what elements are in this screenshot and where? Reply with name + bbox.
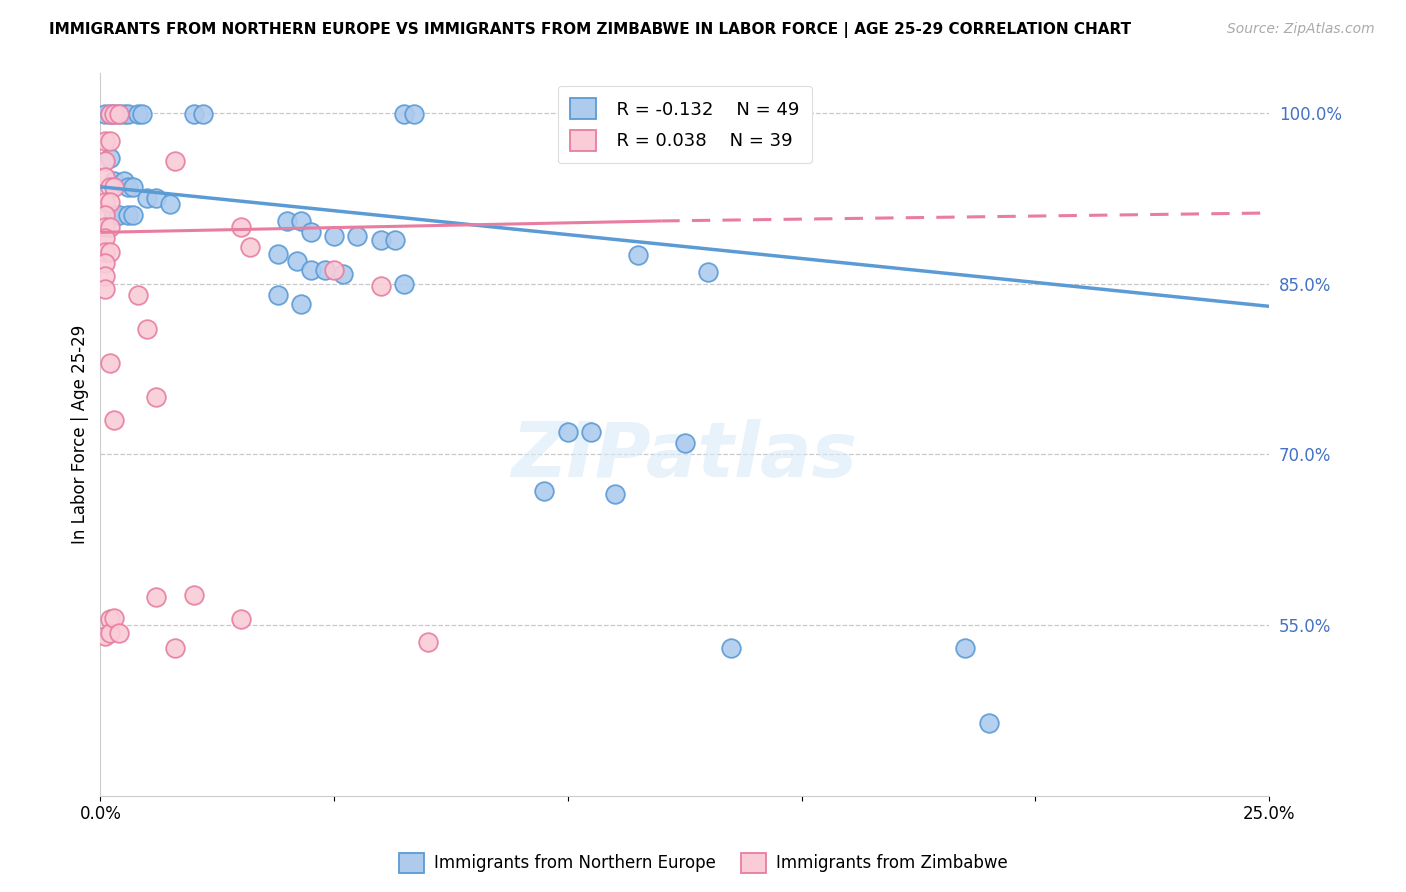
Point — [136, 191, 159, 205]
Point — [332, 268, 354, 282]
Point — [131, 107, 153, 121]
Point — [98, 107, 121, 121]
Point — [98, 244, 121, 259]
Point — [94, 194, 117, 209]
Point — [627, 248, 650, 262]
Point — [98, 134, 121, 148]
Legend:   R = -0.132    N = 49,   R = 0.038    N = 39: R = -0.132 N = 49, R = 0.038 N = 39 — [558, 86, 811, 163]
Point — [159, 197, 181, 211]
Point — [108, 208, 131, 222]
Point — [314, 263, 336, 277]
Point — [94, 219, 117, 234]
Point — [323, 228, 346, 243]
Point — [112, 174, 135, 188]
Point — [533, 483, 555, 498]
Point — [384, 233, 406, 247]
Point — [103, 208, 125, 222]
Point — [720, 640, 742, 655]
Point — [117, 179, 139, 194]
Point — [94, 208, 117, 222]
Point — [94, 282, 117, 296]
Point — [402, 107, 425, 121]
Point — [370, 278, 392, 293]
Point — [127, 288, 149, 302]
Point — [145, 191, 167, 205]
Point — [229, 219, 252, 234]
Point — [145, 590, 167, 604]
Point — [103, 179, 125, 194]
Point — [953, 640, 976, 655]
Point — [267, 288, 290, 302]
Point — [94, 107, 117, 121]
Text: IMMIGRANTS FROM NORTHERN EUROPE VS IMMIGRANTS FROM ZIMBABWE IN LABOR FORCE | AGE: IMMIGRANTS FROM NORTHERN EUROPE VS IMMIG… — [49, 22, 1132, 38]
Point — [94, 256, 117, 270]
Point — [557, 425, 579, 439]
Point — [117, 107, 139, 121]
Point — [98, 107, 121, 121]
Point — [98, 152, 121, 166]
Point — [579, 425, 602, 439]
Point — [103, 174, 125, 188]
Point — [94, 169, 117, 184]
Point — [136, 322, 159, 336]
Point — [98, 219, 121, 234]
Point — [94, 231, 117, 245]
Point — [299, 263, 322, 277]
Point — [673, 436, 696, 450]
Point — [103, 107, 125, 121]
Point — [94, 153, 117, 168]
Point — [94, 629, 117, 643]
Point — [122, 208, 145, 222]
Point — [98, 179, 121, 194]
Point — [370, 233, 392, 247]
Point — [416, 635, 439, 649]
Point — [183, 589, 205, 603]
Point — [94, 268, 117, 283]
Point — [98, 356, 121, 370]
Y-axis label: In Labor Force | Age 25-29: In Labor Force | Age 25-29 — [72, 325, 89, 544]
Point — [94, 244, 117, 259]
Point — [127, 107, 149, 121]
Legend: Immigrants from Northern Europe, Immigrants from Zimbabwe: Immigrants from Northern Europe, Immigra… — [392, 847, 1014, 880]
Point — [103, 107, 125, 121]
Point — [145, 390, 167, 404]
Text: ZIPatlas: ZIPatlas — [512, 419, 858, 493]
Point — [94, 134, 117, 148]
Point — [108, 626, 131, 640]
Point — [193, 107, 215, 121]
Point — [299, 225, 322, 239]
Point — [977, 715, 1000, 730]
Point — [108, 107, 131, 121]
Point — [98, 612, 121, 626]
Point — [165, 153, 187, 168]
Point — [108, 107, 131, 121]
Point — [229, 612, 252, 626]
Point — [239, 240, 262, 254]
Point — [98, 626, 121, 640]
Point — [603, 487, 626, 501]
Point — [112, 107, 135, 121]
Point — [165, 640, 187, 655]
Point — [346, 228, 368, 243]
Point — [323, 263, 346, 277]
Point — [392, 107, 415, 121]
Point — [392, 277, 415, 291]
Point — [103, 413, 125, 427]
Point — [117, 208, 139, 222]
Point — [697, 265, 720, 279]
Point — [103, 611, 125, 625]
Point — [290, 297, 312, 311]
Point — [627, 107, 650, 121]
Point — [183, 107, 205, 121]
Text: Source: ZipAtlas.com: Source: ZipAtlas.com — [1227, 22, 1375, 37]
Point — [276, 214, 298, 228]
Point — [285, 253, 308, 268]
Point — [697, 107, 720, 121]
Point — [267, 247, 290, 261]
Point — [98, 194, 121, 209]
Point — [290, 214, 312, 228]
Point — [122, 179, 145, 194]
